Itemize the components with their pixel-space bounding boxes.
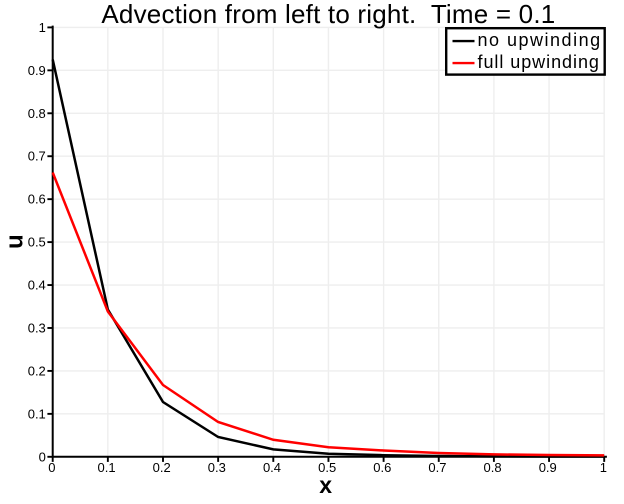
svg-text:x: x (319, 472, 332, 498)
svg-text:0.1: 0.1 (98, 460, 116, 475)
svg-text:0.8: 0.8 (484, 460, 502, 475)
svg-text:0.5: 0.5 (28, 235, 46, 250)
svg-text:0.4: 0.4 (263, 460, 281, 475)
svg-text:0.2: 0.2 (28, 363, 46, 378)
svg-text:0: 0 (48, 460, 55, 475)
svg-text:0.3: 0.3 (28, 320, 46, 335)
svg-text:full upwinding: full upwinding (478, 52, 600, 72)
svg-text:0.9: 0.9 (539, 460, 557, 475)
svg-text:0.1: 0.1 (28, 406, 46, 421)
svg-text:0.3: 0.3 (208, 460, 226, 475)
svg-text:0.4: 0.4 (28, 278, 46, 293)
svg-text:0.8: 0.8 (28, 106, 46, 121)
svg-text:1: 1 (600, 460, 607, 475)
svg-text:0.7: 0.7 (28, 149, 46, 164)
svg-text:0.9: 0.9 (28, 63, 46, 78)
svg-text:no upwinding: no upwinding (478, 30, 602, 50)
svg-text:0: 0 (39, 449, 46, 464)
svg-text:Advection from left to right.: Advection from left to right. Time = 0.1 (101, 0, 555, 29)
svg-text:0.7: 0.7 (428, 460, 446, 475)
svg-text:0.5: 0.5 (318, 460, 336, 475)
svg-text:u: u (1, 234, 28, 249)
svg-text:1: 1 (39, 20, 46, 35)
svg-text:0.6: 0.6 (373, 460, 391, 475)
svg-text:0.2: 0.2 (153, 460, 171, 475)
svg-text:0.6: 0.6 (28, 192, 46, 207)
